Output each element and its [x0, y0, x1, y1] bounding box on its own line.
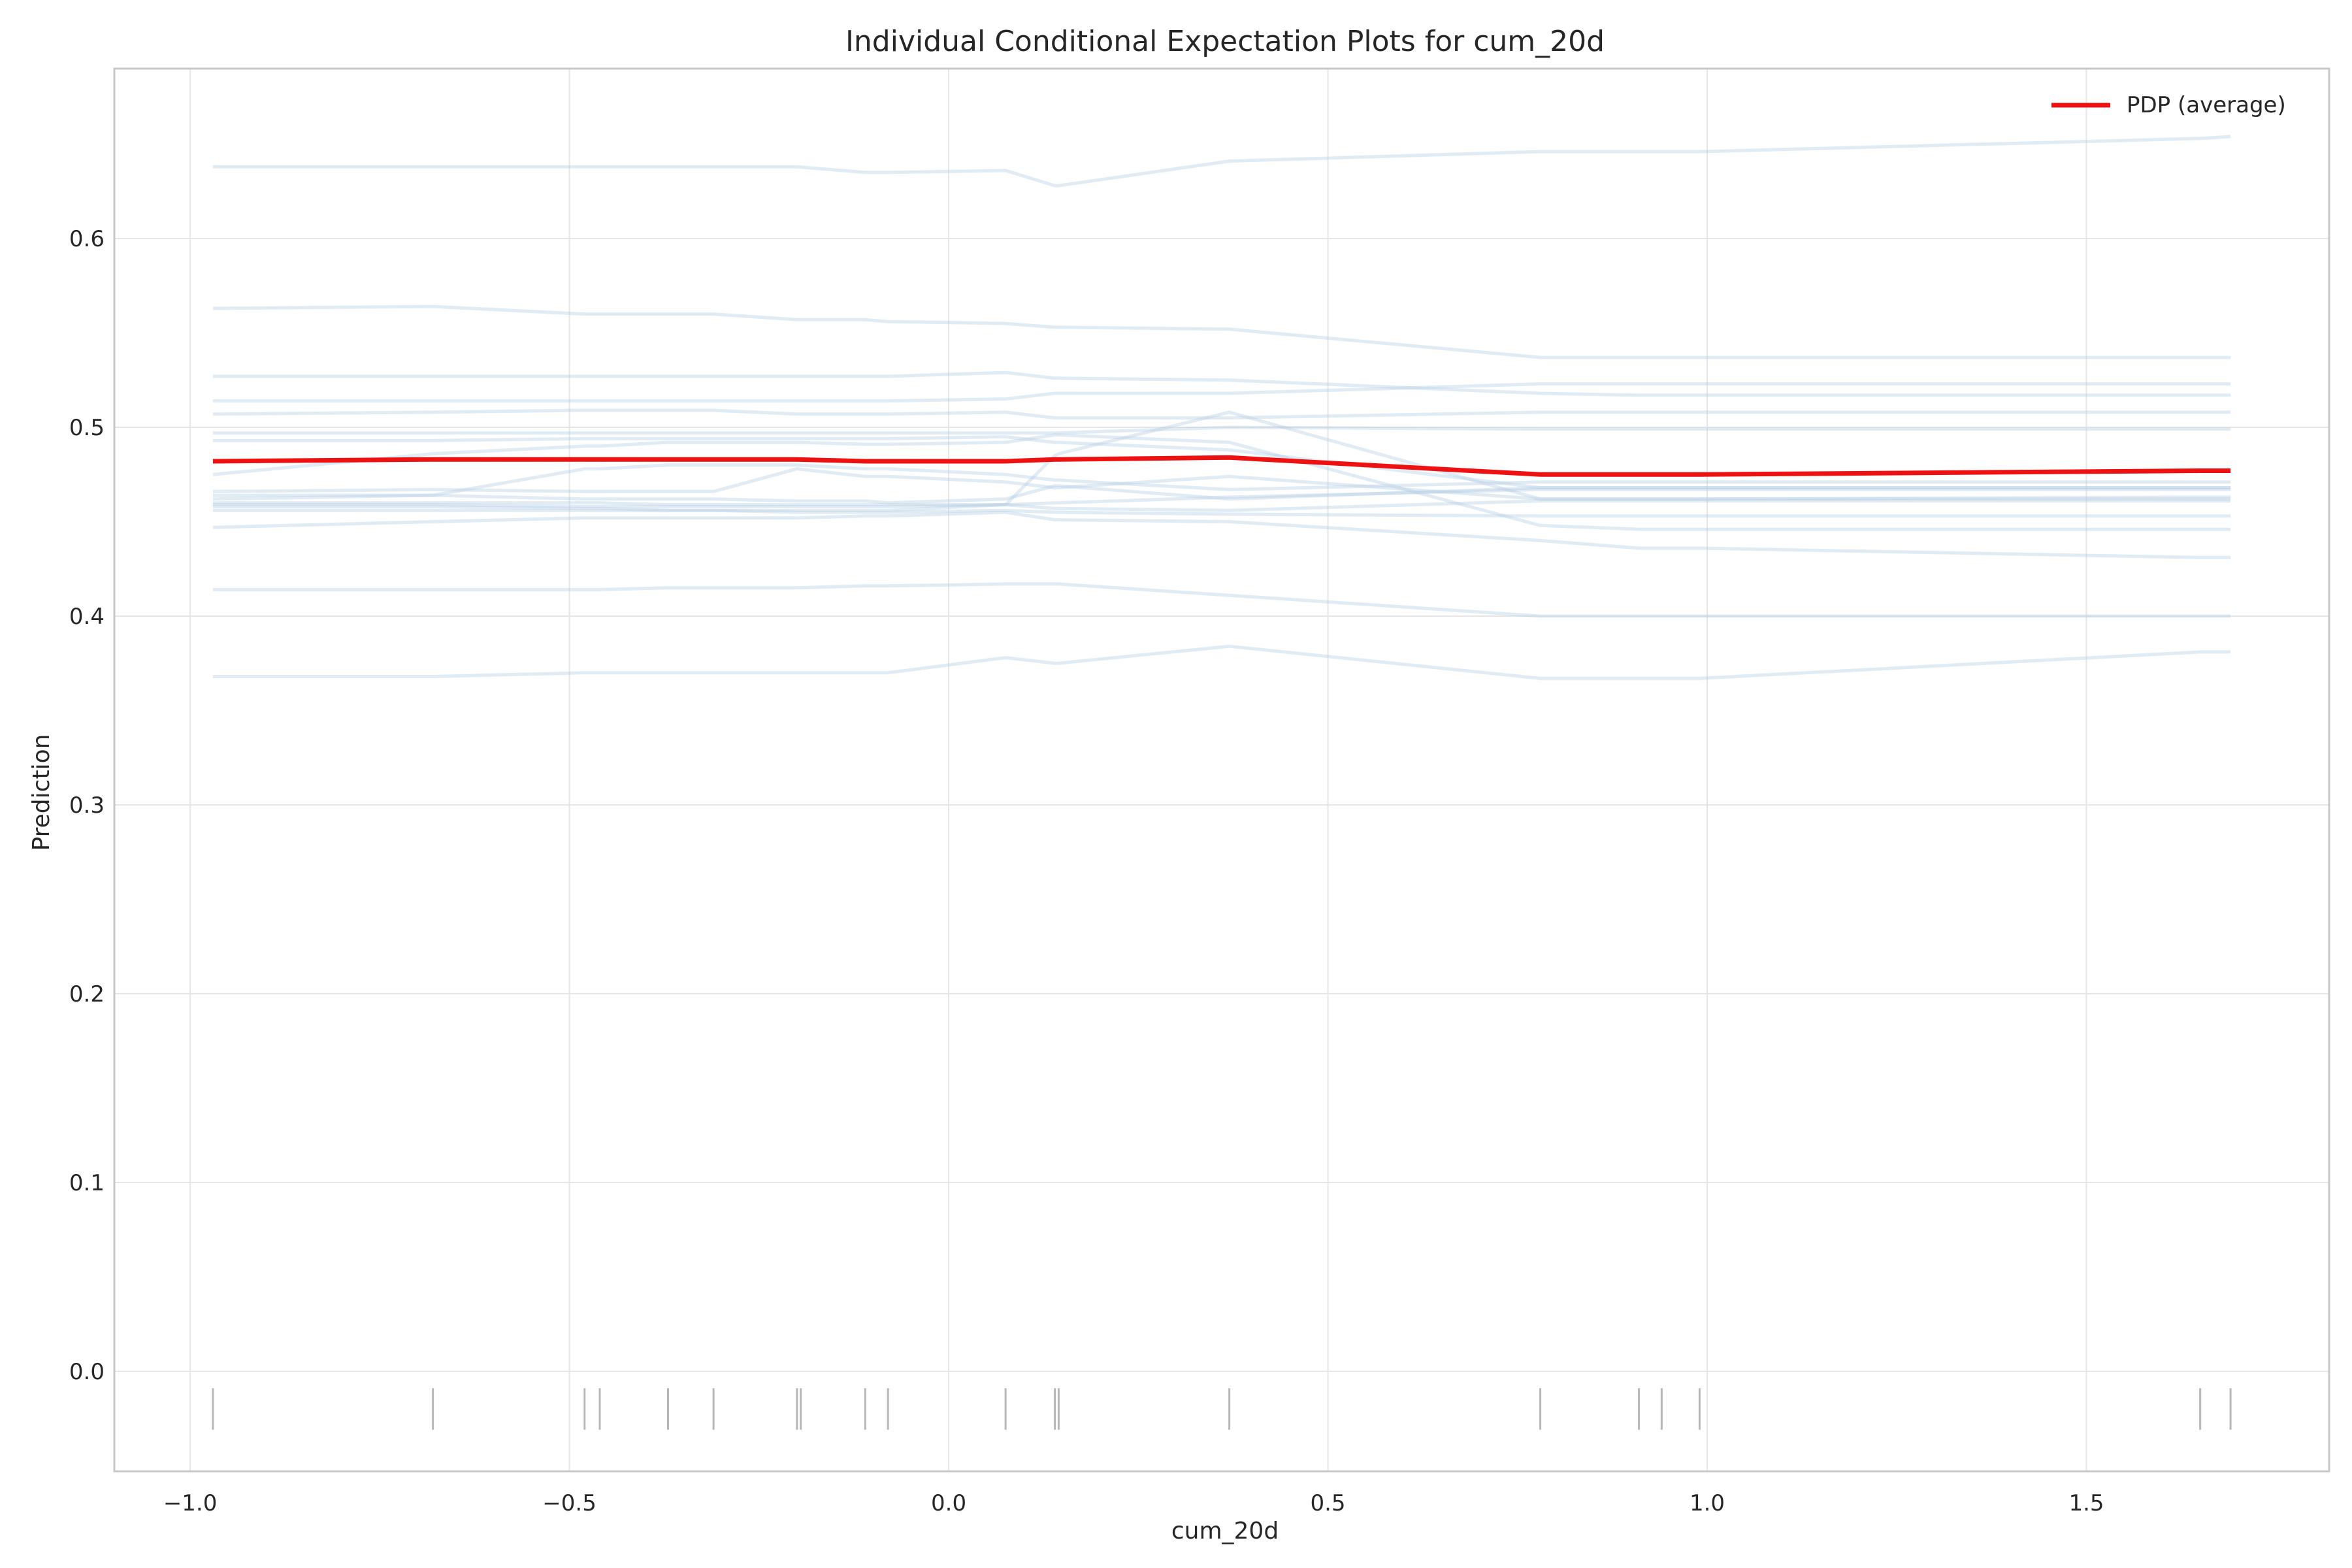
pdp-layer	[212, 455, 2231, 477]
x-tick-label: 1.0	[1690, 1490, 1725, 1516]
ice-line-2	[212, 370, 2231, 397]
ice-line-13	[212, 410, 2231, 512]
ice-line-15	[212, 510, 2231, 559]
ice-line-7	[212, 433, 2231, 531]
legend: PDP (average)	[2051, 92, 2286, 118]
y-tick-label: 0.3	[69, 792, 105, 819]
grid-layer	[114, 69, 2329, 1471]
ice-line-4	[212, 408, 2231, 420]
chart-title: Individual Conditional Expectation Plots…	[845, 25, 1605, 58]
ice-line-11	[212, 487, 2231, 506]
y-tick-labels: 0.0 0.1 0.2 0.3 0.4 0.5 0.6	[69, 226, 105, 1385]
ice-lines-layer	[212, 135, 2231, 680]
y-tick-label: 0.1	[69, 1170, 105, 1196]
plot-frame	[113, 67, 2330, 1473]
y-tick-label: 0.0	[69, 1359, 105, 1385]
x-tick-label: −1.0	[163, 1490, 218, 1516]
ice-line-1	[212, 304, 2231, 359]
ice-line-9	[212, 463, 2231, 497]
ice-line-0	[212, 135, 2231, 188]
ice-line-8	[212, 467, 2231, 501]
x-tick-labels: −1.0 −0.5 0.0 0.5 1.0 1.5	[163, 1490, 2104, 1516]
y-tick-label: 0.5	[69, 415, 105, 441]
ice-line-3	[212, 382, 2231, 403]
ice-line-16	[212, 582, 2231, 618]
y-tick-label: 0.6	[69, 226, 105, 252]
legend-pdp-label: PDP (average)	[2127, 92, 2286, 118]
x-tick-label: 1.5	[2068, 1490, 2104, 1516]
ice-line-17	[212, 644, 2231, 680]
pdp-line	[212, 455, 2231, 477]
x-axis-label: cum_20d	[1171, 1518, 1279, 1544]
x-tick-label: 0.0	[931, 1490, 966, 1516]
ice-line-10	[212, 484, 2231, 505]
ice-line-14	[212, 508, 2231, 518]
x-tick-label: 0.5	[1310, 1490, 1345, 1516]
ice-line-6	[212, 435, 2231, 489]
ice-line-12	[212, 499, 2231, 512]
y-tick-label: 0.4	[69, 604, 105, 630]
y-axis-label: Prediction	[28, 734, 55, 851]
rug-layer	[212, 1388, 2232, 1430]
ice-line-5	[212, 425, 2231, 435]
y-tick-label: 0.2	[69, 981, 105, 1007]
x-tick-label: −0.5	[542, 1490, 596, 1516]
